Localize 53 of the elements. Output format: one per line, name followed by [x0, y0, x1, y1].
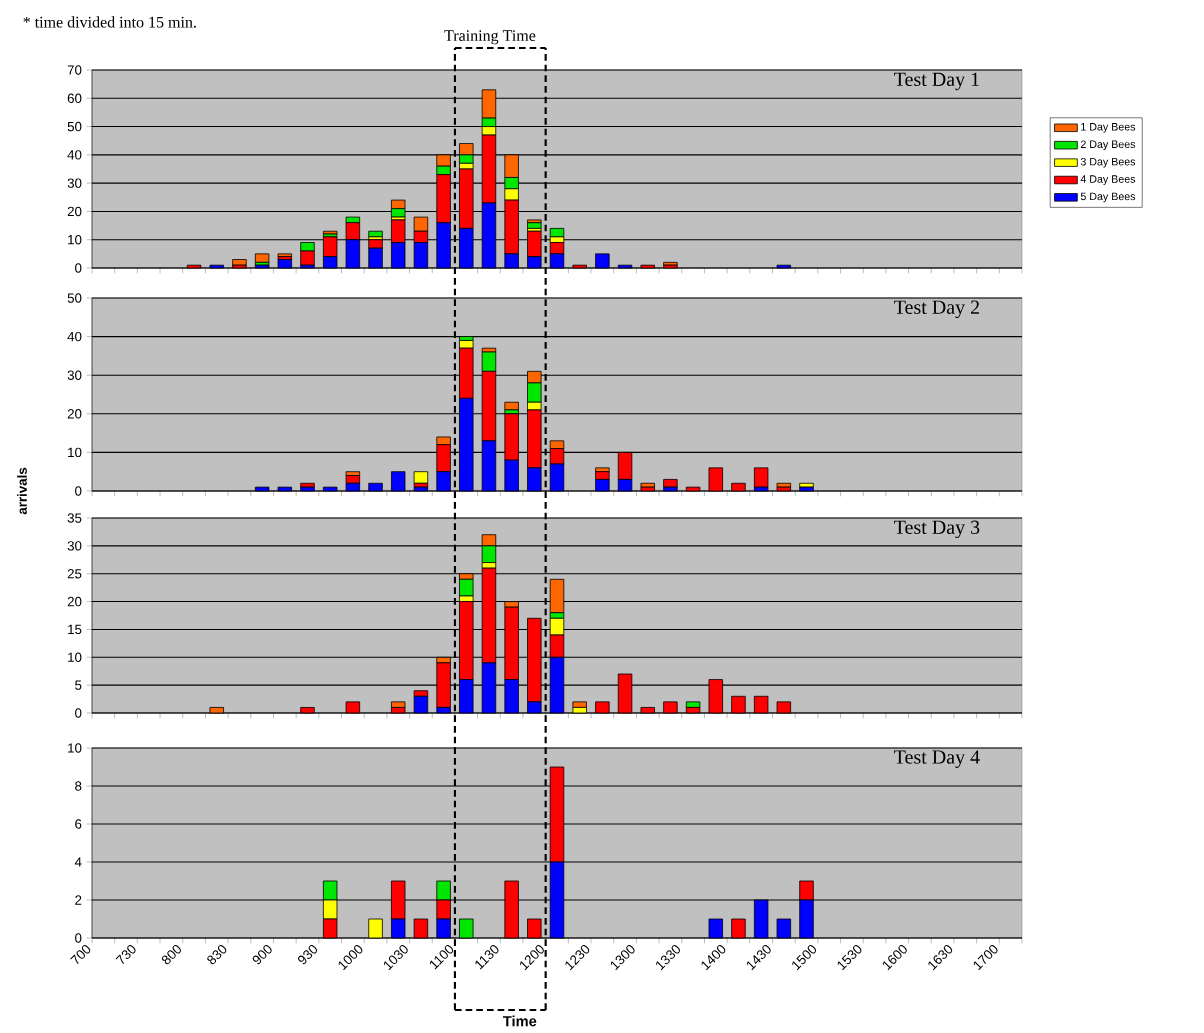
y-tick-label: 70 [67, 65, 82, 75]
y-tick-label: 20 [67, 206, 82, 217]
y-tick-label: 15 [68, 624, 82, 635]
y-tick-label: 35 [67, 513, 82, 523]
y-tick-label: 10 [68, 234, 82, 245]
x-tick-label: 730 [115, 945, 136, 964]
x-tick-label: 800 [161, 945, 181, 965]
y-tick-label: 25 [67, 569, 82, 579]
y-tick-label: 0 [75, 263, 82, 273]
y-tick-label: 30 [67, 178, 82, 188]
chart-title: Test Day 3 [894, 520, 980, 539]
y-tick-label: 30 [67, 541, 82, 551]
y-tick-label: 10 [68, 447, 82, 458]
y-axis-title: arrivals [17, 467, 27, 515]
bar [753, 467, 769, 488]
chart-title: Test Day 4 [894, 750, 980, 768]
y-tick-label: 4 [74, 857, 82, 867]
bar [232, 259, 247, 266]
bar [527, 222, 542, 229]
y-tick-label: 0 [75, 933, 82, 943]
y-tick-label: 50 [67, 121, 82, 132]
legend-label: 4 Day Bees [1080, 175, 1136, 185]
y-tick-label: 60 [67, 93, 82, 103]
text: * time divided into 15 min. [23, 16, 196, 28]
y-tick-label: 5 [75, 680, 82, 690]
y-tick-label: 10 [68, 743, 82, 753]
y-tick-label: 2 [75, 895, 82, 905]
bar [549, 578, 565, 614]
legend-label: 3 Day Bees [1080, 157, 1136, 168]
chart-title: Test Day 2 [894, 300, 979, 319]
ref-line-label: Training Time [444, 30, 536, 45]
y-tick-label: 50 [67, 293, 82, 303]
legend-label: 1 Day Bees [1081, 123, 1136, 133]
y-tick-label: 40 [67, 331, 82, 342]
legend-label: 5 Day Bees [1080, 192, 1136, 203]
bar [413, 471, 429, 484]
y-tick-label: 30 [67, 370, 82, 380]
bar [254, 253, 270, 263]
y-tick-label: 0 [75, 708, 82, 718]
y-tick-label: 20 [67, 409, 82, 419]
legend-label: 2 Day Bees [1080, 140, 1136, 151]
y-tick-label: 40 [67, 150, 82, 160]
x-tick-label: 930 [298, 945, 318, 965]
y-tick-label: 20 [67, 596, 82, 607]
x-tick-label: 830 [207, 945, 227, 965]
y-tick-label: 8 [75, 781, 82, 791]
y-tick-label: 10 [68, 652, 82, 662]
x-axis-title: Time [502, 1015, 537, 1027]
chart-title: Test Day 1 [894, 72, 979, 91]
x-tick-label: 700 [70, 945, 91, 964]
y-tick-label: 0 [75, 486, 82, 496]
y-tick-label: 6 [75, 819, 82, 829]
x-tick-label: 900 [252, 945, 272, 965]
